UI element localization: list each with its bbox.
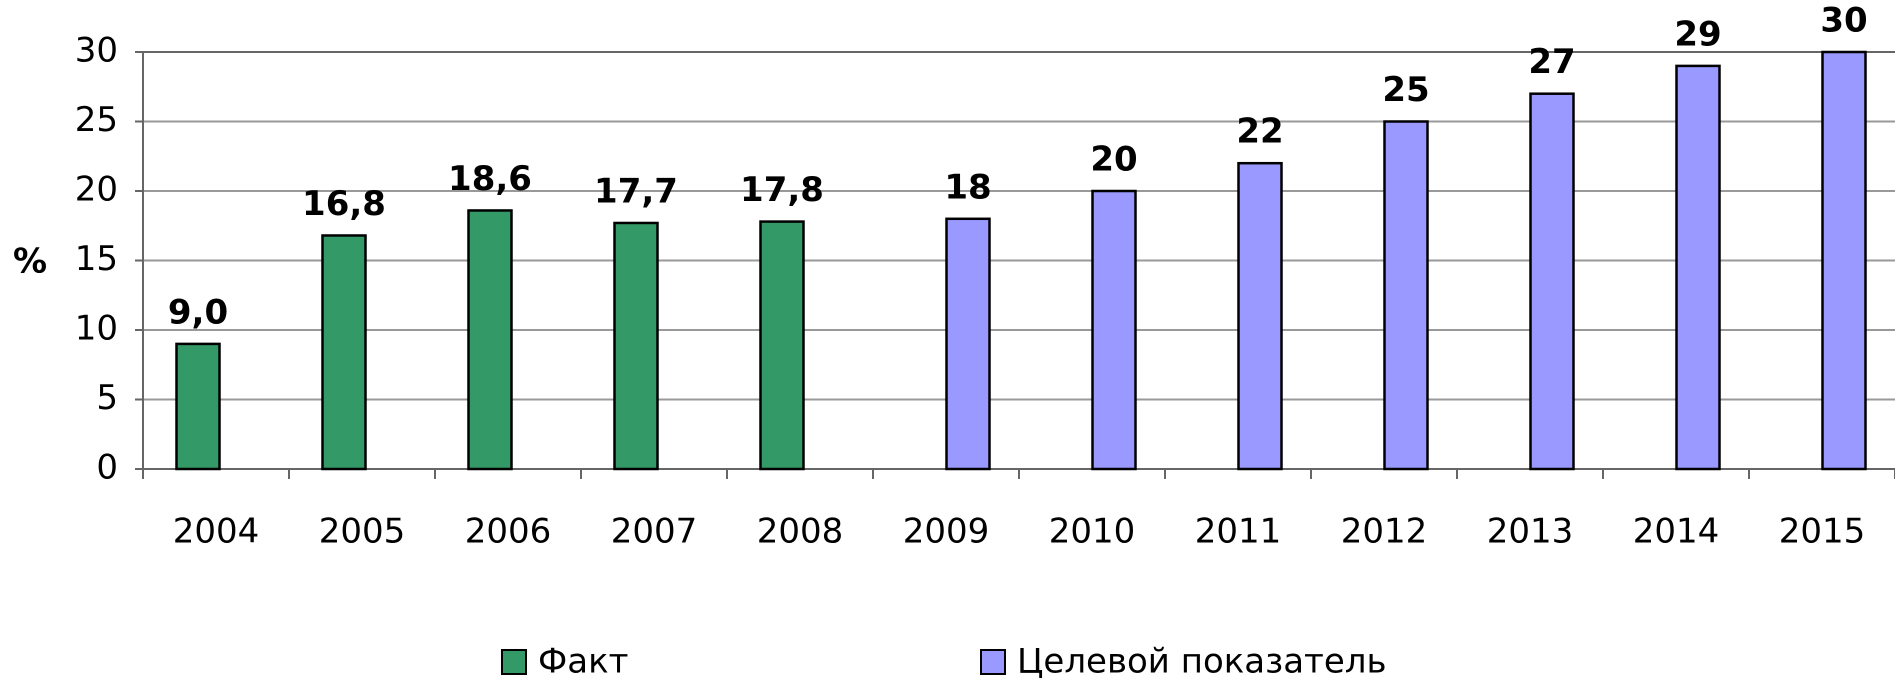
bar (321, 234, 367, 471)
x-tick-label: 2007 (611, 512, 698, 552)
value-label: 29 (1674, 14, 1721, 54)
legend-label: Целевой показатель (1017, 642, 1387, 681)
x-tick-label: 2014 (1633, 512, 1720, 552)
value-label: 18 (944, 167, 991, 207)
value-label: 27 (1528, 42, 1575, 82)
value-label: 18,6 (448, 159, 532, 199)
value-label: 22 (1236, 112, 1283, 152)
bar (1383, 120, 1429, 471)
x-tick-label: 2012 (1341, 512, 1428, 552)
x-tick-label: 2011 (1195, 512, 1282, 552)
x-tick-label: 2013 (1487, 512, 1574, 552)
value-label: 16,8 (302, 184, 386, 224)
x-tick-label: 2015 (1779, 512, 1866, 552)
value-label: 17,7 (594, 171, 678, 211)
x-tick-label: 2010 (1049, 512, 1136, 552)
bar (1237, 161, 1283, 471)
value-label: 9,0 (168, 292, 228, 332)
bar (759, 220, 805, 471)
y-tick-label: 5 (96, 378, 118, 418)
y-tick-label: 10 (75, 309, 118, 349)
y-tick-label: 20 (75, 170, 118, 210)
x-tick-label: 2006 (465, 512, 552, 552)
y-axis-label: % (13, 242, 47, 282)
bar (175, 342, 221, 471)
bar (467, 209, 513, 471)
y-tick-label: 25 (75, 100, 118, 140)
value-label: 30 (1820, 1, 1867, 41)
bar (945, 217, 991, 471)
bar (1529, 92, 1575, 471)
value-label: 25 (1382, 70, 1429, 110)
value-label: 20 (1090, 140, 1137, 180)
bar (613, 221, 659, 471)
bar (1091, 189, 1137, 471)
value-label: 17,8 (740, 170, 824, 210)
x-tick-label: 2004 (173, 512, 260, 552)
legend-swatch (980, 649, 1006, 675)
x-tick-label: 2008 (757, 512, 844, 552)
y-tick-label: 15 (75, 239, 118, 279)
x-tick-label: 2005 (319, 512, 406, 552)
x-tick-label: 2009 (903, 512, 990, 552)
legend-label: Факт (538, 642, 628, 681)
y-tick-label: 0 (96, 448, 118, 488)
y-tick-label: 30 (75, 31, 118, 71)
legend-swatch (501, 649, 527, 675)
bar (1821, 50, 1867, 471)
bar (1675, 64, 1721, 471)
